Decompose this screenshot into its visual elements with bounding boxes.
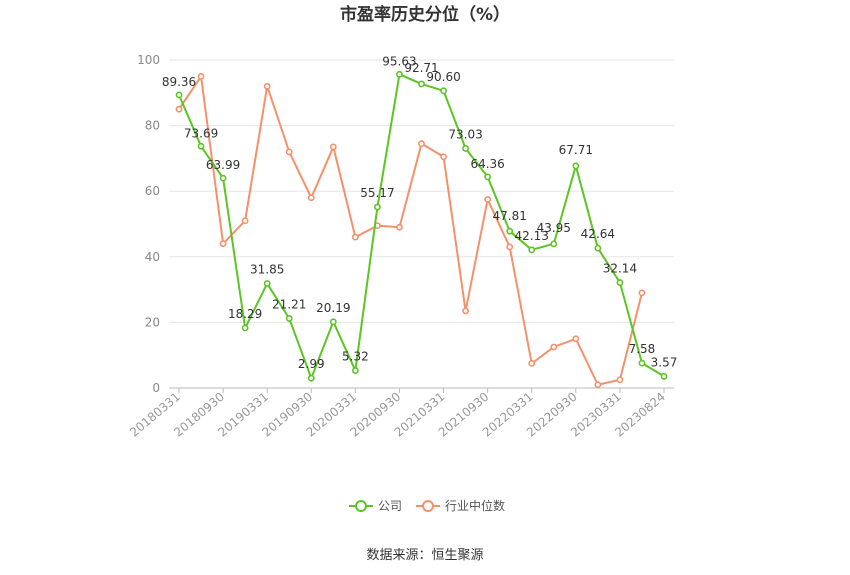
data-label: 18.29 xyxy=(228,307,262,321)
data-point-1 xyxy=(285,148,293,156)
data-point-1 xyxy=(572,335,580,343)
data-point-1 xyxy=(594,381,602,389)
y-tick-label: 60 xyxy=(145,184,160,198)
series-line-1 xyxy=(178,75,643,386)
data-point-1 xyxy=(241,217,249,225)
data-point-1 xyxy=(219,240,227,248)
data-point-1 xyxy=(175,105,183,113)
data-point-0 xyxy=(241,324,249,332)
legend-marker xyxy=(355,500,367,512)
data-label: 55.17 xyxy=(360,186,394,200)
data-point-0 xyxy=(440,87,447,95)
y-tick-label: 20 xyxy=(145,315,160,329)
data-point-0 xyxy=(572,162,580,170)
data-label: 21.21 xyxy=(272,297,306,311)
data-label: 67.71 xyxy=(559,143,593,157)
data-point-0 xyxy=(550,240,558,248)
data-label: 32.14 xyxy=(603,262,637,276)
data-point-0 xyxy=(418,80,425,88)
data-point-1 xyxy=(462,307,469,315)
data-label: 64.36 xyxy=(470,157,504,171)
y-axis: 0 20 40 60 80 100 xyxy=(137,53,160,395)
data-point-0 xyxy=(307,374,315,382)
source-note: 数据来源：恒生聚源 xyxy=(366,548,483,563)
data-point-0 xyxy=(638,359,646,367)
series-group xyxy=(175,70,668,389)
legend-label: 公司 xyxy=(378,499,402,513)
y-tick-label: 80 xyxy=(145,119,160,133)
data-point-1 xyxy=(197,73,205,80)
data-point-1 xyxy=(418,140,425,148)
x-axis: 2018033120180930201903312019093020200331… xyxy=(127,387,674,440)
data-label: 3.57 xyxy=(651,355,678,369)
grid-lines xyxy=(169,59,674,323)
data-point-1 xyxy=(396,223,403,231)
data-label: 92.71 xyxy=(404,61,438,75)
legend[interactable]: 公司 行业中位数 xyxy=(349,498,505,513)
data-point-0 xyxy=(219,174,227,182)
chart-title: 市盈率历史分位（%） xyxy=(340,4,510,25)
data-point-0 xyxy=(462,145,469,152)
data-point-1 xyxy=(440,153,447,161)
data-point-0 xyxy=(616,279,624,286)
data-point-1 xyxy=(550,343,558,351)
y-tick-label: 0 xyxy=(152,381,160,395)
data-point-1 xyxy=(263,82,271,90)
data-point-0 xyxy=(374,203,381,211)
y-tick-label: 100 xyxy=(137,53,160,67)
data-point-0 xyxy=(197,142,205,150)
data-point-1 xyxy=(616,376,624,384)
legend-label: 行业中位数 xyxy=(445,498,505,513)
data-label: 2.99 xyxy=(298,357,325,371)
data-label: 42.13 xyxy=(515,229,549,243)
data-label: 63.99 xyxy=(206,158,240,172)
legend-marker xyxy=(422,500,434,512)
data-label: 43.95 xyxy=(537,221,571,235)
data-point-0 xyxy=(660,372,668,380)
data-point-1 xyxy=(484,195,492,203)
data-label: 47.81 xyxy=(493,209,527,223)
data-label: 73.03 xyxy=(448,127,482,141)
data-point-1 xyxy=(307,194,315,202)
data-point-0 xyxy=(175,91,183,99)
legend-item-1[interactable]: 行业中位数 xyxy=(416,498,505,513)
data-point-1 xyxy=(329,143,337,151)
data-label: 89.36 xyxy=(162,75,196,89)
data-point-0 xyxy=(396,70,403,78)
data-point-1 xyxy=(638,289,646,297)
y-tick-label: 40 xyxy=(145,250,160,264)
data-label: 20.19 xyxy=(316,301,350,315)
data-label: 42.64 xyxy=(581,227,615,241)
data-label: 95.63 xyxy=(382,54,416,68)
data-point-0 xyxy=(329,318,337,326)
data-point-0 xyxy=(594,244,602,252)
data-labels: 89.36 73.69 63.99 18.29 31.85 21.21 2.99 20.19 5… xyxy=(162,54,678,371)
data-point-0 xyxy=(484,173,492,181)
legend-item-0[interactable]: 公司 xyxy=(349,499,402,513)
data-point-0 xyxy=(285,315,293,322)
data-label: 73.69 xyxy=(184,126,218,140)
data-point-1 xyxy=(506,243,514,251)
data-label: 31.85 xyxy=(250,263,284,277)
data-point-0 xyxy=(528,246,536,254)
data-point-1 xyxy=(528,359,536,367)
data-label: 5.32 xyxy=(342,350,369,364)
data-point-0 xyxy=(351,367,359,374)
data-point-1 xyxy=(351,233,359,241)
data-label: 7.58 xyxy=(629,342,656,356)
data-label: 90.60 xyxy=(426,70,460,84)
data-point-0 xyxy=(263,280,271,287)
data-point-0 xyxy=(506,227,514,235)
